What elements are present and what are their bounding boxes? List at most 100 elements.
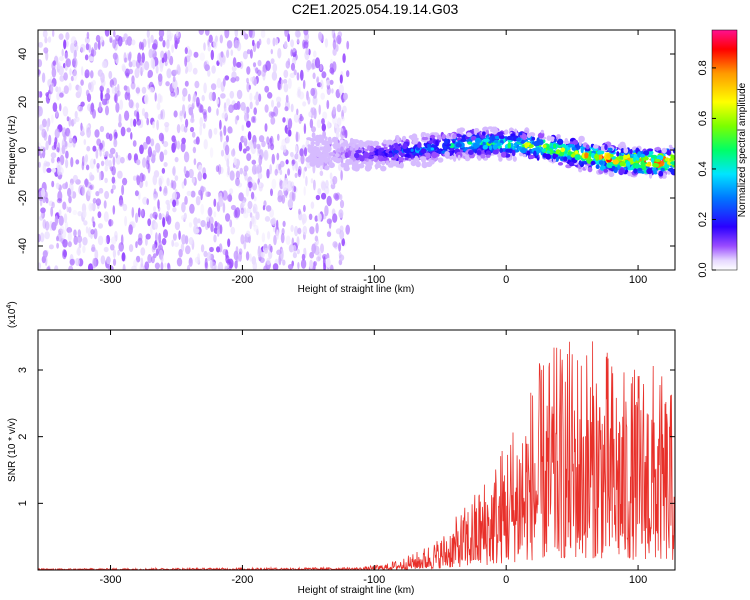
heatmap-cell (323, 140, 330, 146)
heatmap-cell (51, 157, 55, 164)
heatmap-cell (202, 172, 207, 180)
heatmap-cell (154, 92, 157, 102)
heatmap-cell (208, 216, 214, 225)
heatmap-cell (618, 169, 624, 176)
heatmap-cell (130, 132, 133, 140)
heatmap-cell (178, 248, 183, 258)
heatmap-cell (58, 209, 62, 217)
heatmap-cell (153, 206, 156, 212)
heatmap-cell (138, 41, 143, 50)
heatmap-cell (216, 246, 221, 253)
heatmap-cell (42, 118, 47, 128)
heatmap-cell (65, 31, 70, 41)
heatmap-cell (211, 65, 216, 74)
heatmap-cell (571, 146, 577, 151)
heatmap-cell (141, 108, 146, 116)
heatmap-cell (62, 183, 68, 190)
colorbar (711, 29, 738, 271)
heatmap-cell (152, 43, 158, 50)
heatmap-cell (587, 167, 593, 173)
heatmap-cell (197, 171, 203, 182)
heatmap-cell (135, 102, 140, 109)
heatmap-cell (340, 170, 343, 181)
heatmap-cell (321, 123, 326, 132)
heatmap-cell (664, 164, 670, 169)
heatmap-cell (277, 48, 282, 59)
heatmap-cell (200, 203, 205, 215)
heatmap-cell (300, 154, 305, 165)
heatmap-cell (329, 67, 335, 74)
heatmap-cell (128, 68, 134, 75)
heatmap-cell (40, 212, 43, 219)
heatmap-cell (654, 147, 662, 151)
heatmap-cell (496, 142, 502, 147)
heatmap-cell (258, 93, 262, 102)
heatmap-cell (661, 147, 667, 154)
heatmap-cell (550, 137, 555, 142)
heatmap-cell (38, 146, 41, 157)
heatmap-cell (117, 170, 123, 179)
heatmap-cell (285, 60, 290, 68)
heatmap-cell (240, 101, 246, 111)
heatmap-cell (252, 62, 257, 68)
heatmap-cell (284, 41, 288, 49)
heatmap-cell (224, 75, 230, 81)
heatmap-cell (210, 223, 214, 233)
heatmap-cell (473, 128, 480, 133)
heatmap-cell (284, 30, 289, 37)
heatmap-cell (249, 49, 253, 59)
x-tick-label: 0 (503, 274, 509, 286)
heatmap-cell (238, 251, 242, 262)
heatmap-cell (121, 252, 126, 262)
heatmap-cell (257, 172, 263, 180)
heatmap-cell (83, 139, 87, 145)
heatmap-cell (174, 40, 178, 50)
heatmap-cell (172, 233, 177, 241)
heatmap-cell (155, 248, 159, 256)
heatmap-cell (142, 141, 148, 150)
heatmap-cell (83, 220, 88, 226)
heatmap-cell (45, 197, 49, 204)
heatmap-cell (118, 242, 124, 252)
heatmap-cell (492, 149, 499, 155)
heatmap-cell (380, 165, 387, 172)
heatmap-cell (502, 148, 506, 152)
heatmap-cell (364, 148, 369, 152)
heatmap-cell (126, 36, 133, 46)
heatmap-cell (287, 33, 290, 42)
heatmap-cell (334, 193, 340, 201)
heatmap-cell (105, 132, 110, 140)
heatmap-cell (634, 164, 642, 169)
y-tick-label: 0 (17, 147, 29, 153)
heatmap-cell (112, 258, 117, 266)
heatmap-cell (272, 37, 276, 47)
heatmap-cell (491, 134, 495, 141)
heatmap-cell (282, 180, 288, 191)
heatmap-cell (203, 112, 208, 122)
heatmap-cell (199, 124, 203, 136)
heatmap-cell (346, 40, 350, 50)
heatmap-cell (61, 48, 64, 57)
heatmap-cell (62, 201, 67, 210)
heatmap-cell (51, 180, 55, 188)
heatmap-cell (278, 163, 282, 171)
heatmap-cell (305, 175, 308, 187)
heatmap-cell (55, 86, 59, 93)
heatmap-cell (200, 220, 206, 228)
heatmap-cell (266, 168, 270, 179)
heatmap-cell (91, 244, 96, 252)
heatmap-cell (137, 52, 142, 64)
heatmap-cell (184, 235, 189, 245)
heatmap-cell (669, 146, 674, 152)
heatmap-cell (207, 44, 211, 52)
heatmap-cell (290, 224, 294, 233)
heatmap-cell (308, 213, 313, 220)
heatmap-cell (312, 87, 318, 99)
heatmap-cell (77, 211, 83, 217)
heatmap-cell (315, 149, 318, 153)
heatmap-cell (88, 82, 92, 91)
heatmap-cell (294, 153, 299, 160)
heatmap-cell (124, 57, 128, 63)
heatmap-cell (48, 200, 54, 207)
heatmap-cell (603, 168, 609, 173)
